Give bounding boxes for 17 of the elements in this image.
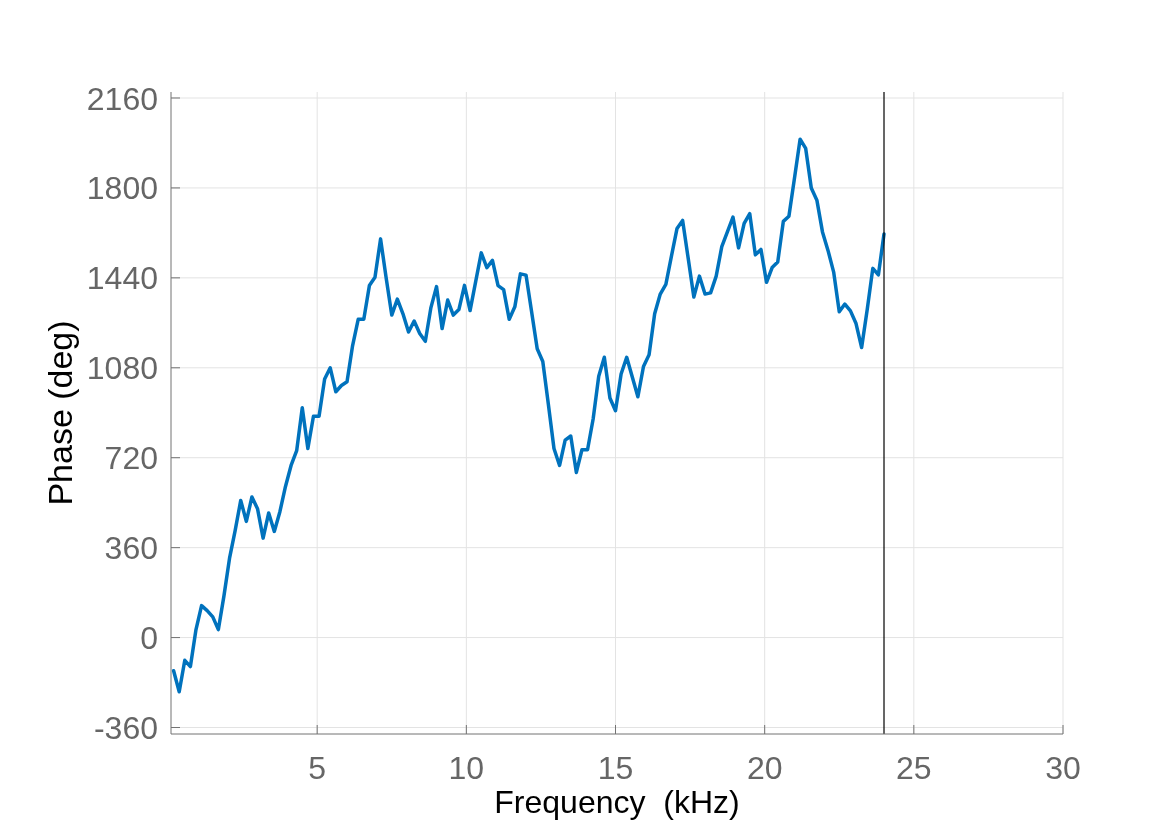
x-tick-label: 5 xyxy=(308,750,327,786)
x-tick-label: 20 xyxy=(746,750,783,786)
y-tick-label: 1800 xyxy=(86,170,158,207)
line-series xyxy=(171,137,886,694)
y-tick-label: 360 xyxy=(104,530,158,567)
y-tick-label: 720 xyxy=(104,440,158,477)
y-axis-title: Phase (deg) xyxy=(41,320,79,506)
x-tick-label: 10 xyxy=(448,750,485,786)
y-tick-label: 2160 xyxy=(86,80,158,117)
y-tick-label: 1440 xyxy=(86,260,158,297)
y-tick-label: 1080 xyxy=(86,350,158,387)
x-tick-label: 25 xyxy=(896,750,932,786)
y-tick-label: -360 xyxy=(93,710,158,747)
x-tick-label: 15 xyxy=(597,750,634,786)
x-tick-label: 30 xyxy=(1045,750,1081,786)
x-axis-title: Frequency (kHz) xyxy=(493,784,741,820)
y-tick-label: 0 xyxy=(140,620,158,657)
